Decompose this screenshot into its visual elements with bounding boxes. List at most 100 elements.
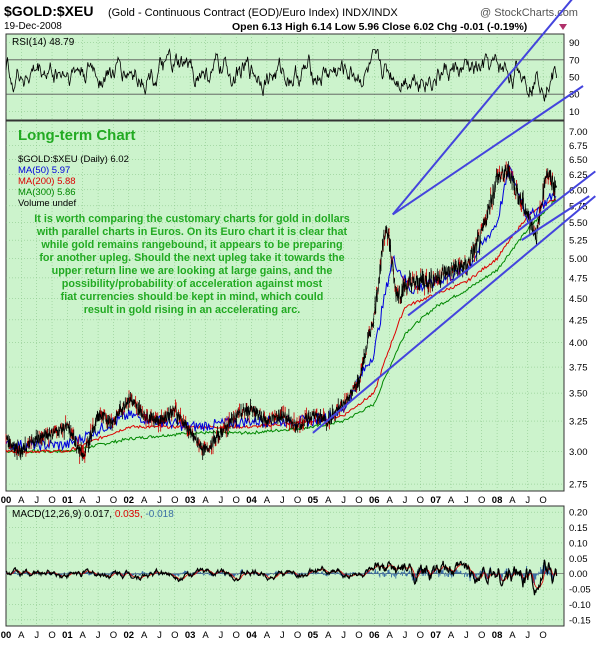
macd-tick-label: -0.15	[569, 615, 591, 626]
annotation-text: It is worth comparing the customary char…	[34, 213, 350, 316]
y-tick-label: 4.75	[569, 273, 588, 284]
x-tick-label: J	[218, 630, 223, 641]
y-tick-label: 3.75	[569, 363, 588, 374]
annotation-line: possibility/probability of acceleration …	[62, 278, 323, 290]
x-tick-label: O	[417, 630, 424, 641]
macd-hist: -0.018	[145, 509, 174, 520]
x-tick-label: J	[464, 495, 469, 506]
trendline	[521, 195, 590, 241]
y-tick-label: 3.25	[569, 417, 588, 428]
y-tick-label: 5.50	[569, 218, 588, 229]
y-tick-label: 7.00	[569, 127, 588, 138]
price-line	[5, 164, 557, 461]
x-tick-label: A	[325, 630, 332, 641]
x-tick-label: J	[96, 495, 101, 506]
x-tick-label: O	[294, 630, 301, 641]
x-tick-label: 02	[123, 630, 134, 641]
legend-ma50: MA(50) 5.97	[18, 165, 70, 176]
x-tick-label: 01	[62, 630, 73, 641]
x-tick-label: 03	[185, 630, 196, 641]
x-tick-label: A	[386, 495, 393, 506]
annotation-line: for another upleg. Should the next upleg…	[39, 252, 344, 264]
date-label: 19-Dec-2008	[4, 21, 62, 32]
macd-tick-label: 0.15	[569, 523, 588, 534]
rsi-label: RSI(14) 48.79	[12, 37, 75, 48]
brand-label: @ StockCharts.com	[480, 7, 578, 19]
x-tick-label: 07	[430, 495, 441, 506]
y-tick-label: 4.50	[569, 294, 588, 305]
macd-value: 0.017,	[84, 509, 112, 520]
macd-name: MACD(12,26,9)	[12, 509, 81, 520]
x-tick-label: 08	[492, 495, 503, 506]
y-tick-label: 6.75	[569, 141, 588, 152]
macd-panel	[5, 505, 565, 627]
down-marker-icon	[559, 24, 567, 30]
x-tick-label: J	[218, 495, 223, 506]
x-tick-label: A	[264, 495, 271, 506]
x-tick-label: 03	[185, 495, 196, 506]
x-tick-label: J	[96, 630, 101, 641]
ohlc-label: Open 6.13 High 6.14 Low 5.96 Close 6.02 …	[232, 21, 527, 33]
x-tick-label: O	[478, 495, 485, 506]
x-tick-label: A	[18, 630, 25, 641]
trendline	[392, 85, 584, 216]
annotation-line: fiat currencies should be kept in mind, …	[61, 291, 324, 303]
annotation-line: with parallel charts in Euros. On its Eu…	[36, 226, 348, 238]
x-tick-label: 06	[369, 495, 380, 506]
rsi-tick-label: 90	[569, 38, 580, 49]
x-tick-label: J	[403, 630, 408, 641]
rsi-tick-label: 10	[569, 107, 580, 118]
x-tick-label: J	[280, 495, 285, 506]
x-tick-label: J	[157, 630, 162, 641]
y-tick-label: 6.00	[569, 185, 588, 196]
macd-tick-label: 0.00	[569, 569, 588, 580]
x-tick-label: J	[464, 630, 469, 641]
x-tick-label: 04	[246, 630, 257, 641]
x-tick-label: O	[539, 495, 546, 506]
x-tick-label: 02	[123, 495, 134, 506]
x-tick-label: J	[525, 630, 530, 641]
x-tick-label: 05	[308, 495, 319, 506]
x-tick-label: O	[355, 630, 362, 641]
x-tick-label: A	[509, 495, 516, 506]
macd-tick-label: -0.10	[569, 600, 591, 611]
x-tick-label: J	[341, 495, 346, 506]
x-tick-label: A	[386, 630, 393, 641]
rsi-tick-label: 50	[569, 73, 580, 84]
x-tick-label: O	[233, 495, 240, 506]
legend-ma300: MA(300) 5.86	[18, 187, 76, 198]
x-tick-label: 05	[308, 630, 319, 641]
x-tick-label: A	[264, 630, 271, 641]
x-tick-label: O	[110, 495, 117, 506]
macd-tick-label: 0.05	[569, 554, 588, 565]
x-tick-label: O	[478, 630, 485, 641]
x-tick-label: J	[34, 630, 39, 641]
ma-line-300	[5, 199, 557, 454]
trendline	[407, 170, 596, 317]
x-tick-label: A	[80, 495, 87, 506]
x-tick-label: O	[110, 630, 117, 641]
legend-volume: Volume undef	[18, 198, 76, 209]
x-tick-label: A	[18, 495, 25, 506]
macd-signal: 0.035,	[115, 509, 143, 520]
x-tick-label: O	[233, 630, 240, 641]
y-tick-label: 5.25	[569, 236, 588, 247]
x-tick-label: O	[539, 630, 546, 641]
price-legend: $GOLD:$XEU (Daily) 6.02 MA(50) 5.97 MA(2…	[18, 154, 129, 209]
x-tick-label: 04	[246, 495, 257, 506]
x-tick-label: A	[202, 630, 209, 641]
x-tick-label: O	[48, 630, 55, 641]
y-tick-label: 6.50	[569, 155, 588, 166]
legend-price: $GOLD:$XEU (Daily) 6.02	[18, 154, 129, 165]
annotation-line: result in gold rising in an accelerating…	[84, 304, 301, 316]
x-tick-label: A	[80, 630, 87, 641]
y-tick-label: 5.00	[569, 254, 588, 265]
y-tick-label: 4.25	[569, 315, 588, 326]
x-tick-label: 01	[62, 495, 73, 506]
rsi-line	[5, 47, 557, 102]
x-tick-label: A	[448, 630, 455, 641]
macd-line	[5, 559, 558, 596]
x-tick-label: 06	[369, 630, 380, 641]
x-tick-label: A	[141, 630, 148, 641]
